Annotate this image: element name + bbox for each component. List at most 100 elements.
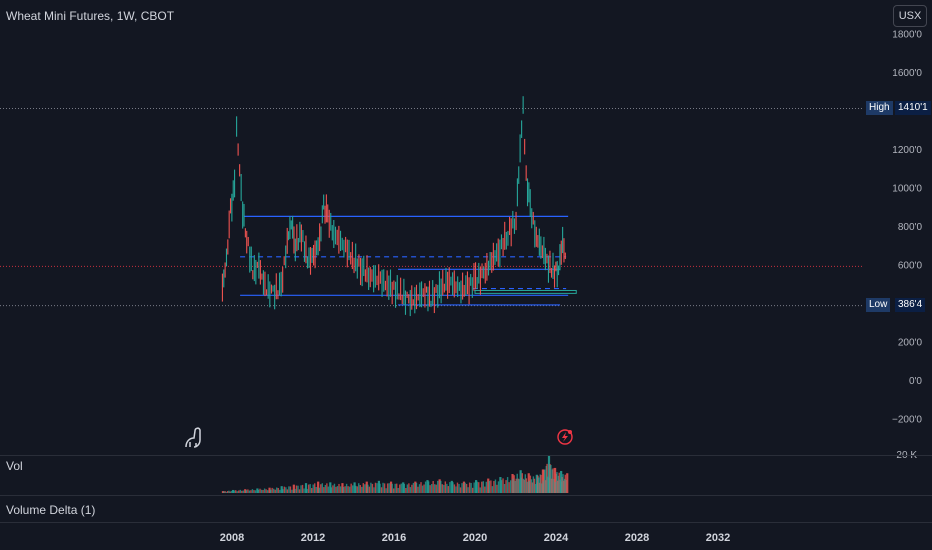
price-candle (465, 275, 467, 296)
price-candle (393, 280, 395, 290)
symbol-title[interactable]: Wheat Mini Futures, 1W, CBOT (6, 9, 175, 23)
price-axis-tick-1: 1600'0 (892, 68, 922, 79)
rectangle-drawing-0 (474, 289, 577, 294)
volume-bar (509, 480, 512, 493)
price-candle (327, 204, 329, 223)
volume-bar (446, 483, 448, 493)
volume-pane-label[interactable]: Vol (6, 459, 23, 473)
volume-bar (441, 484, 443, 493)
price-candle (294, 238, 296, 262)
price-candle (502, 237, 504, 257)
volume-bar-0 (221, 491, 225, 493)
currency-button[interactable]: USX (893, 5, 927, 27)
volume-bar-13 (377, 480, 380, 493)
volume-bar (348, 486, 351, 493)
price-candle (531, 208, 533, 229)
volume-bar (306, 488, 308, 493)
pane-divider-main[interactable] (0, 455, 932, 456)
price-candle (343, 239, 345, 258)
volume-bar-14 (389, 481, 393, 493)
price-candle (462, 272, 464, 300)
volume-bar-6 (292, 484, 295, 493)
volume-bar (534, 484, 537, 493)
volume-bar (279, 489, 281, 493)
volume-bar (342, 486, 345, 493)
volume-delta-pane-label[interactable]: Volume Delta (1) (6, 503, 96, 517)
volume-bar (550, 478, 553, 493)
price-candle (261, 273, 263, 280)
volume-bar (344, 486, 346, 493)
volume-bar (443, 484, 445, 493)
price-candle (237, 143, 239, 156)
price-candle (313, 244, 315, 266)
price-candle (522, 96, 524, 114)
price-candle (544, 247, 546, 271)
price-candle (487, 260, 490, 276)
price-candle (333, 219, 335, 248)
price-candle (412, 299, 414, 306)
volume-bar (245, 490, 248, 493)
volume-bar (522, 478, 524, 493)
price-candle (253, 255, 255, 282)
volume-bar (370, 482, 372, 493)
volume-bar-16 (414, 481, 417, 493)
price-candle (320, 226, 322, 242)
volume-bar (409, 487, 412, 493)
volume-bar (481, 481, 483, 493)
volume-bar (266, 490, 269, 493)
volume-bar (374, 482, 377, 493)
price-candle (524, 138, 526, 155)
price-candle (478, 262, 480, 284)
price-candle (321, 205, 323, 224)
price-candle (445, 267, 447, 291)
time-axis-divider (0, 522, 932, 523)
price-candle (296, 224, 298, 252)
dinosaur-icon[interactable] (185, 427, 201, 448)
price-candle (479, 266, 481, 295)
volume-bar (562, 474, 564, 493)
price-candle (419, 282, 421, 308)
volume-bar (233, 490, 235, 493)
volume-bar (476, 481, 478, 493)
high-value-tag: 1410'1 (895, 101, 931, 115)
volume-bar-4 (268, 487, 271, 493)
volume-bar (465, 483, 468, 493)
volume-bar (248, 490, 251, 493)
volume-bar (247, 489, 249, 493)
price-candle (358, 254, 360, 267)
volume-bar (236, 491, 238, 493)
price-candle (543, 236, 545, 265)
volume-bar (392, 488, 395, 493)
volume-bar (298, 489, 301, 493)
volume-bar-2 (244, 489, 247, 493)
volume-bar (303, 488, 305, 493)
price-candle (285, 245, 287, 269)
volume-bar (320, 484, 322, 493)
volume-bar (433, 484, 436, 493)
volume-bar (514, 480, 516, 493)
price-candle (541, 245, 543, 258)
price-candle (282, 266, 284, 293)
price-candle (252, 270, 254, 280)
volume-bar (542, 480, 544, 493)
volume-bar (533, 478, 536, 493)
volume-bar (521, 473, 523, 493)
pane-divider-volume[interactable] (0, 495, 932, 496)
volume-bar (283, 486, 286, 493)
price-candle (286, 227, 288, 254)
volume-bar (502, 478, 504, 493)
price-candle (395, 281, 397, 308)
volume-bar (458, 484, 460, 493)
volume-bar-1 (232, 489, 235, 493)
time-axis-tick-2: 2016 (382, 532, 406, 544)
volume-bar (235, 490, 237, 493)
price-candle (529, 189, 531, 217)
volume-bar (520, 477, 522, 493)
volume-bar (225, 491, 228, 493)
price-candle (421, 281, 423, 308)
volume-bar (271, 487, 273, 493)
volume-bar (321, 483, 324, 493)
volume-bar (539, 474, 541, 493)
price-candle (473, 263, 475, 291)
